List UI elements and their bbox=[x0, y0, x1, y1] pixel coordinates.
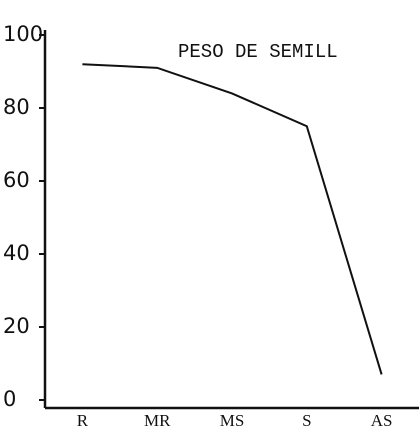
y-tick-label: 40 bbox=[3, 241, 30, 265]
y-tick-label: 0 bbox=[3, 387, 16, 411]
x-tick-label: MS bbox=[220, 411, 245, 430]
y-tick-label: 80 bbox=[3, 95, 30, 119]
x-tick-label: S bbox=[302, 411, 311, 430]
y-tick-label: 20 bbox=[3, 314, 30, 338]
chart-title: PESO DE SEMILL bbox=[178, 41, 338, 63]
x-tick-label: AS bbox=[371, 411, 393, 430]
y-tick-label: 100 bbox=[3, 22, 43, 46]
line bbox=[82, 63, 383, 375]
y-tick-label: 60 bbox=[3, 168, 30, 192]
x-tick-label: R bbox=[77, 411, 89, 430]
x-tick-label: MR bbox=[144, 411, 171, 430]
